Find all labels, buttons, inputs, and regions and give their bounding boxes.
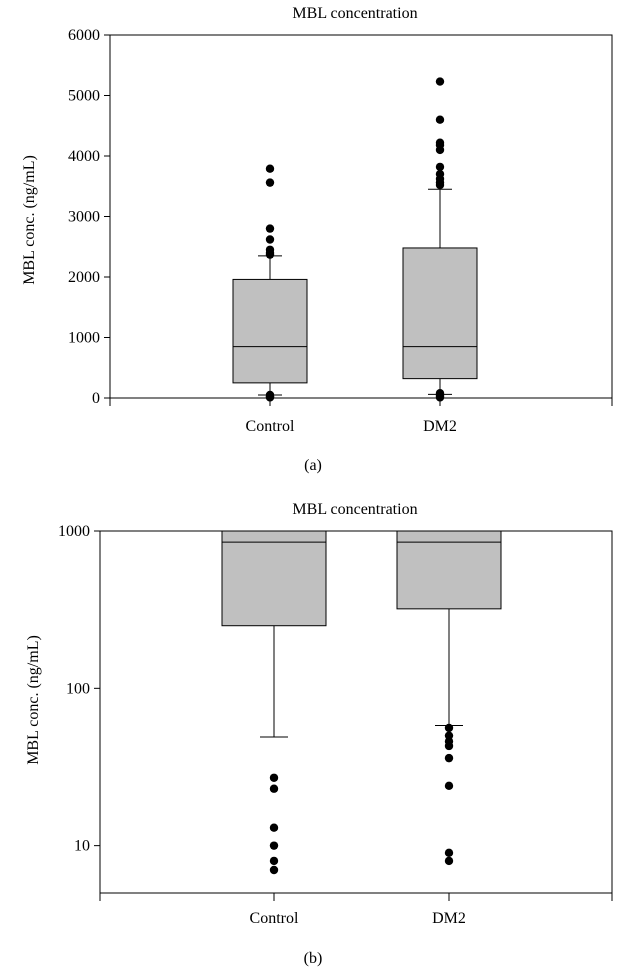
y-tick-label: 6000	[68, 27, 100, 44]
y-tick-label: 5000	[68, 88, 100, 105]
outlier-point	[265, 393, 275, 402]
box-dm2	[402, 77, 478, 402]
plot-frame	[99, 530, 613, 894]
y-tick-label: 1000	[58, 523, 90, 540]
y-tick-label: 10	[74, 838, 90, 855]
x-tick-label: Control	[246, 418, 295, 435]
panel-a-title: MBL concentration	[292, 5, 417, 22]
outlier-point	[435, 115, 445, 124]
plot-frame	[109, 34, 613, 399]
panel-b-caption: (b)	[304, 950, 323, 967]
outlier-point	[265, 224, 275, 233]
outlier-point	[435, 393, 445, 402]
outlier-point	[269, 784, 279, 793]
box-control	[221, 530, 327, 875]
outlier-point	[435, 77, 445, 86]
panel-a-ylabel: MBL conc. (ng/mL)	[21, 155, 38, 285]
outlier-point	[435, 145, 445, 155]
iqr-box	[396, 530, 502, 610]
iqr-box	[402, 247, 478, 380]
outlier-point	[444, 848, 454, 858]
outlier-point	[269, 823, 279, 832]
y-tick-label: 4000	[68, 148, 100, 165]
outlier-point	[265, 164, 275, 173]
y-tick-label: 2000	[68, 269, 100, 286]
outlier-point	[265, 178, 275, 187]
panel-a-chart: MBL concentration MBL conc. (ng/mL) 0 100…	[21, 5, 613, 474]
y-tick-label: 0	[92, 390, 100, 407]
iqr-box	[221, 530, 327, 627]
outlier-point	[444, 856, 454, 866]
iqr-box	[232, 278, 308, 384]
outlier-point	[269, 841, 279, 850]
outlier-point	[435, 162, 445, 172]
outlier-point	[444, 741, 454, 751]
x-tick-label: DM2	[423, 418, 457, 435]
panel-b-ylabel: MBL conc. (ng/mL)	[25, 635, 42, 765]
x-tick-label: Control	[250, 910, 299, 927]
x-tick-label: DM2	[432, 910, 466, 927]
outlier-point	[269, 773, 279, 782]
y-tick-label: 1000	[68, 330, 100, 347]
panel-b-title: MBL concentration	[292, 501, 417, 518]
outlier-point	[265, 250, 275, 259]
outlier-point	[444, 781, 454, 791]
box-dm2	[396, 530, 502, 866]
y-tick-label: 3000	[68, 209, 100, 226]
outlier-point	[269, 865, 279, 875]
panel-a-caption: (a)	[304, 457, 322, 474]
y-tick-label: 100	[66, 680, 90, 697]
panel-b-chart: MBL concentration MBL conc. (ng/mL) 10 10…	[25, 501, 613, 967]
outlier-point	[265, 235, 275, 244]
outlier-point	[444, 723, 454, 733]
outlier-point	[269, 856, 279, 866]
outlier-point	[444, 753, 454, 763]
box-control	[232, 164, 308, 402]
outlier-point	[435, 180, 445, 190]
